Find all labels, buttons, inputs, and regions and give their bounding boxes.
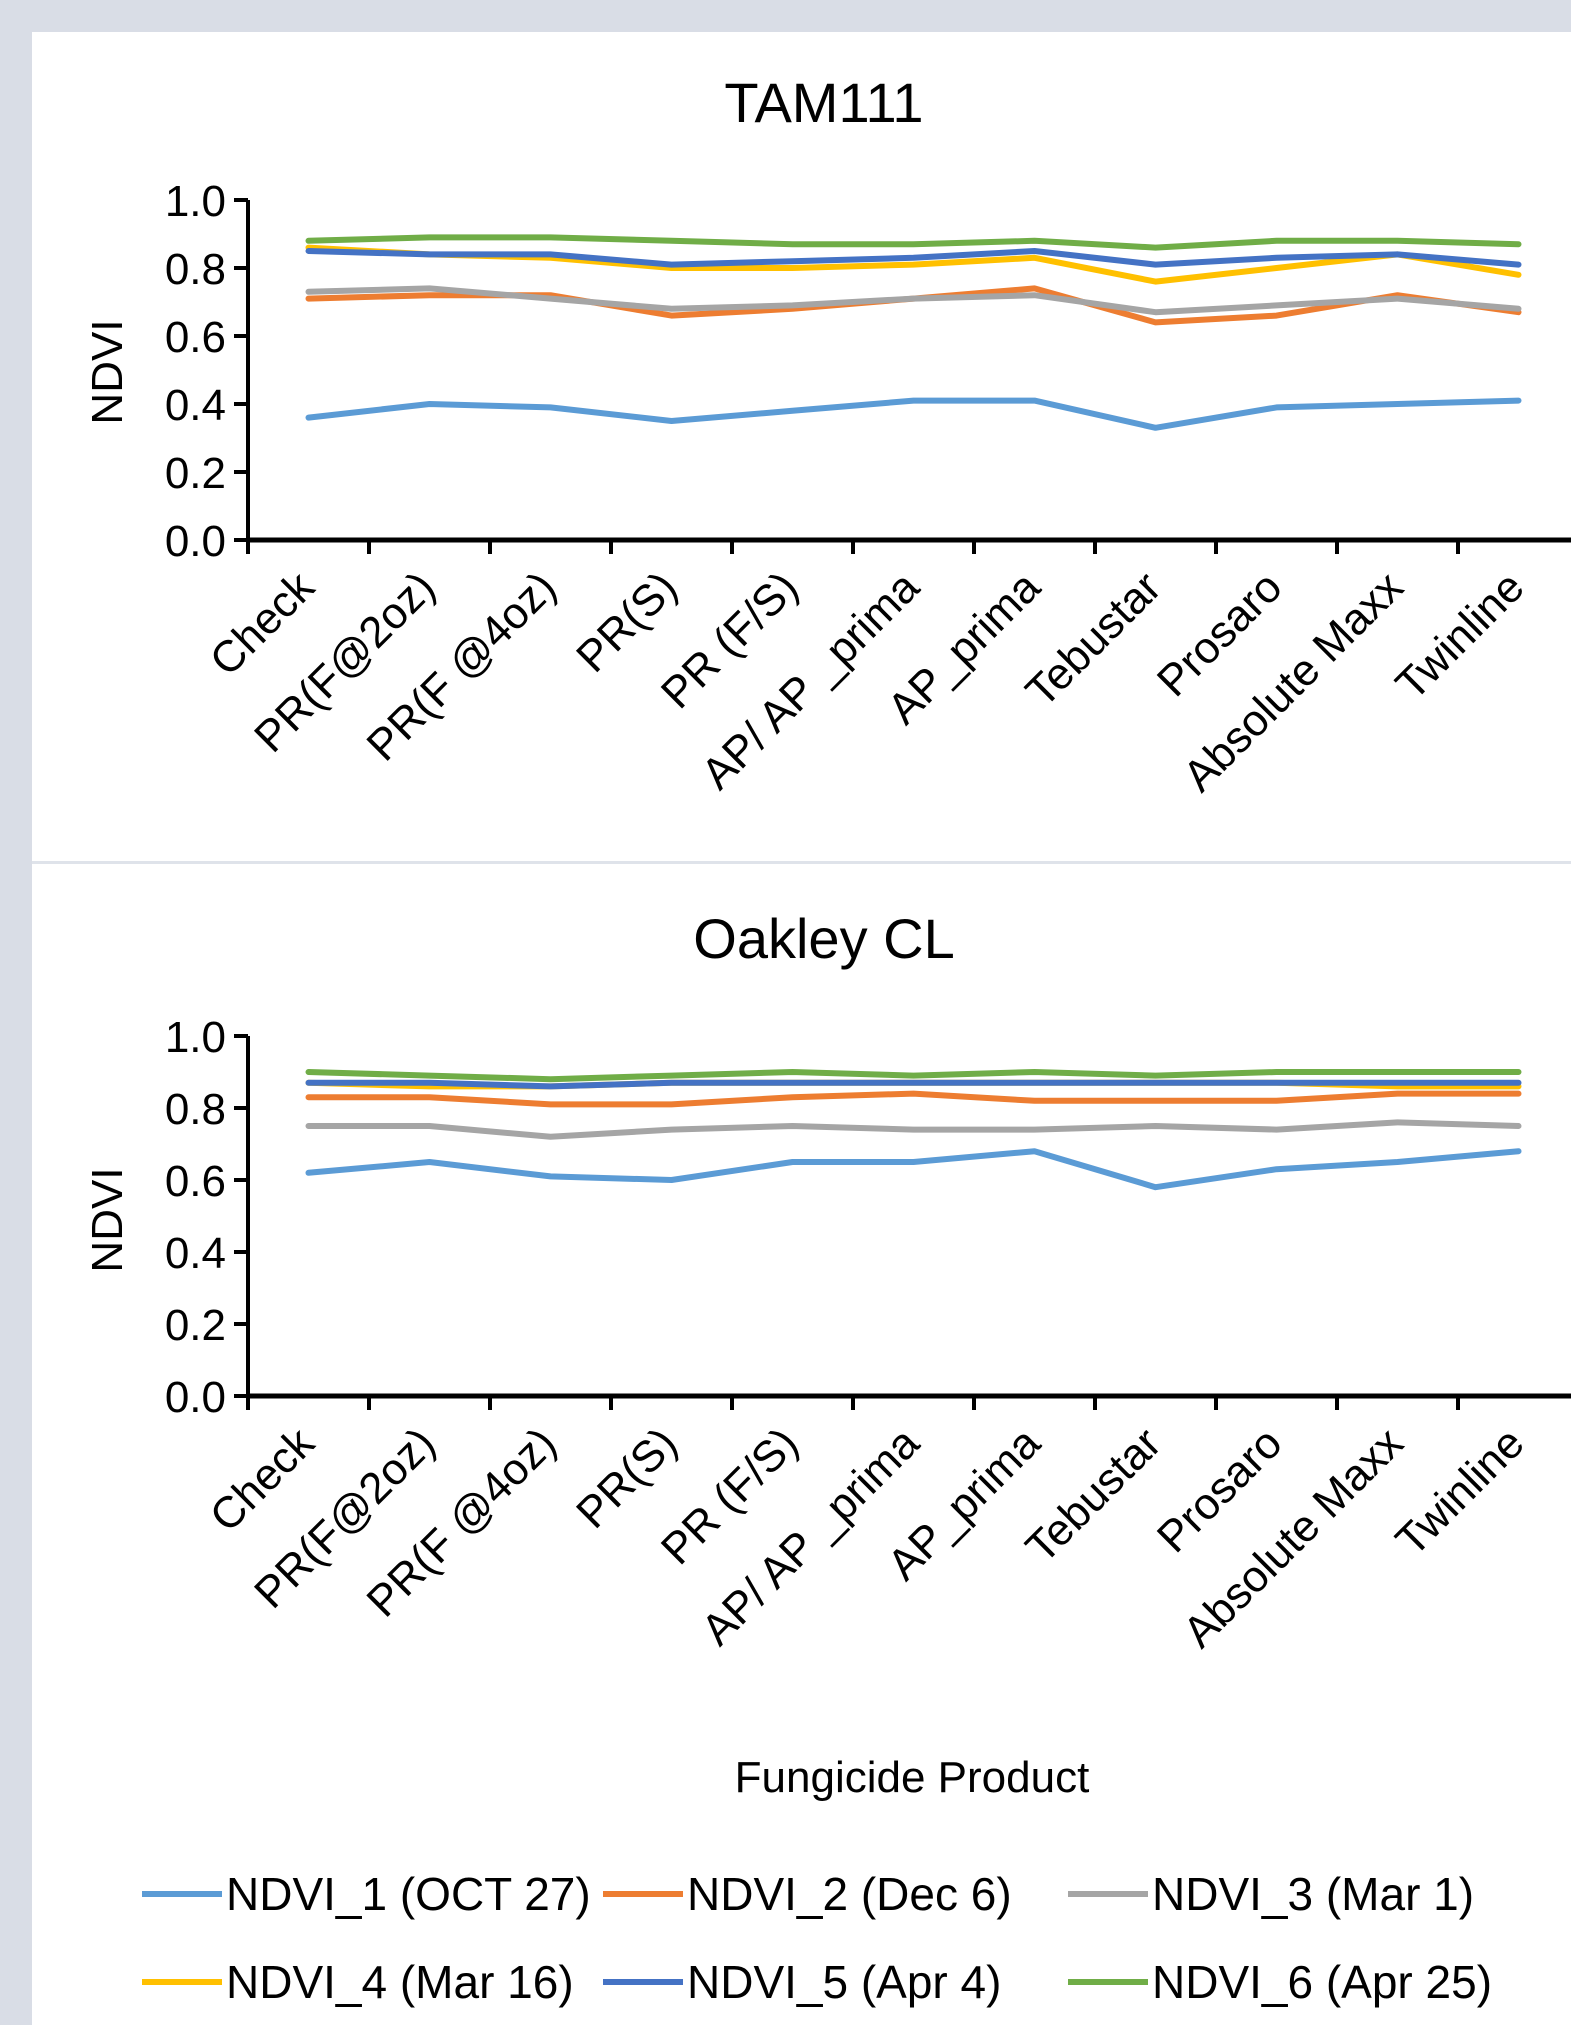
series-line — [305, 397, 1522, 431]
x-tick-label: AP/ AP _prima — [692, 1418, 929, 1655]
x-tick-label: Tebustar — [1017, 1418, 1171, 1572]
x-tick-label: PR(S) — [567, 562, 686, 681]
y-tick-label: 0.8 — [165, 245, 226, 294]
chart-panel-oakley-cl: Oakley CL NDVI 0.0 0.2 0.4 0.6 0.8 1.0 CheckP… — [83, 907, 1571, 1802]
series-lines — [305, 1069, 1522, 1191]
x-tick-label: AP/ AP _prima — [692, 562, 929, 799]
y-tick-label: 0.4 — [165, 1229, 226, 1278]
x-tick-label: Tebustar — [1017, 562, 1171, 716]
legend-label: NDVI_3 (Mar 1) — [1152, 1868, 1474, 1920]
y-tick-label: 0.0 — [165, 517, 226, 566]
figure-frame — [32, 32, 1571, 2025]
series-line — [305, 234, 1522, 251]
legend-label: NDVI_5 (Apr 4) — [687, 1956, 1001, 2008]
y-tick-labels: 0.0 0.2 0.4 0.6 0.8 1.0 — [165, 177, 226, 566]
chart-panel-tam111: TAM111 NDVI 0.0 0.2 0.4 0.6 0.8 1.0 CheckPR(F… — [83, 71, 1571, 801]
chart-title: TAM111 — [724, 71, 923, 134]
series-line — [305, 1069, 1522, 1083]
y-tick-label: 0.2 — [165, 449, 226, 498]
legend-label: NDVI_1 (OCT 27) — [226, 1868, 591, 1920]
series-line — [305, 1119, 1522, 1140]
y-axis-label: NDVI — [83, 1167, 132, 1272]
y-tick-label: 1.0 — [165, 177, 226, 226]
x-tick-label: Twinline — [1387, 562, 1534, 709]
x-tick-label: Absolute Maxx — [1174, 562, 1413, 801]
y-axis-label: NDVI — [83, 319, 132, 424]
y-tick-label: 0.6 — [165, 313, 226, 362]
legend-label: NDVI_4 (Mar 16) — [226, 1956, 574, 2008]
y-tick-labels: 0.0 0.2 0.4 0.6 0.8 1.0 — [165, 1013, 226, 1422]
y-tick-label: 1.0 — [165, 1013, 226, 1062]
y-tick-label: 0.4 — [165, 381, 226, 430]
y-tick-label: 0.0 — [165, 1373, 226, 1422]
x-axis-label: Fungicide Product — [735, 1753, 1090, 1802]
chart-title: Oakley CL — [693, 907, 954, 970]
x-tick-label: PR(S) — [567, 1418, 686, 1537]
y-tick-label: 0.2 — [165, 1301, 226, 1350]
legend-label: NDVI_6 (Apr 25) — [1152, 1956, 1492, 2008]
legend-label: NDVI_2 (Dec 6) — [687, 1868, 1012, 1920]
y-tick-label: 0.8 — [165, 1085, 226, 1134]
axes — [234, 198, 1571, 554]
series-lines — [305, 234, 1522, 431]
series-line — [305, 248, 1522, 268]
x-tick-label: Absolute Maxx — [1174, 1418, 1413, 1657]
axes — [234, 1034, 1571, 1410]
chart-legend: NDVI_1 (OCT 27) NDVI_2 (Dec 6) NDVI_3 (Mar… — [142, 1868, 1492, 2008]
series-line — [305, 285, 1522, 316]
x-tick-label: Twinline — [1387, 1418, 1534, 1565]
series-line — [305, 1148, 1522, 1191]
y-tick-label: 0.6 — [165, 1157, 226, 1206]
series-line — [305, 1079, 1522, 1090]
series-line — [305, 1090, 1522, 1108]
panel-divider — [32, 861, 1571, 864]
